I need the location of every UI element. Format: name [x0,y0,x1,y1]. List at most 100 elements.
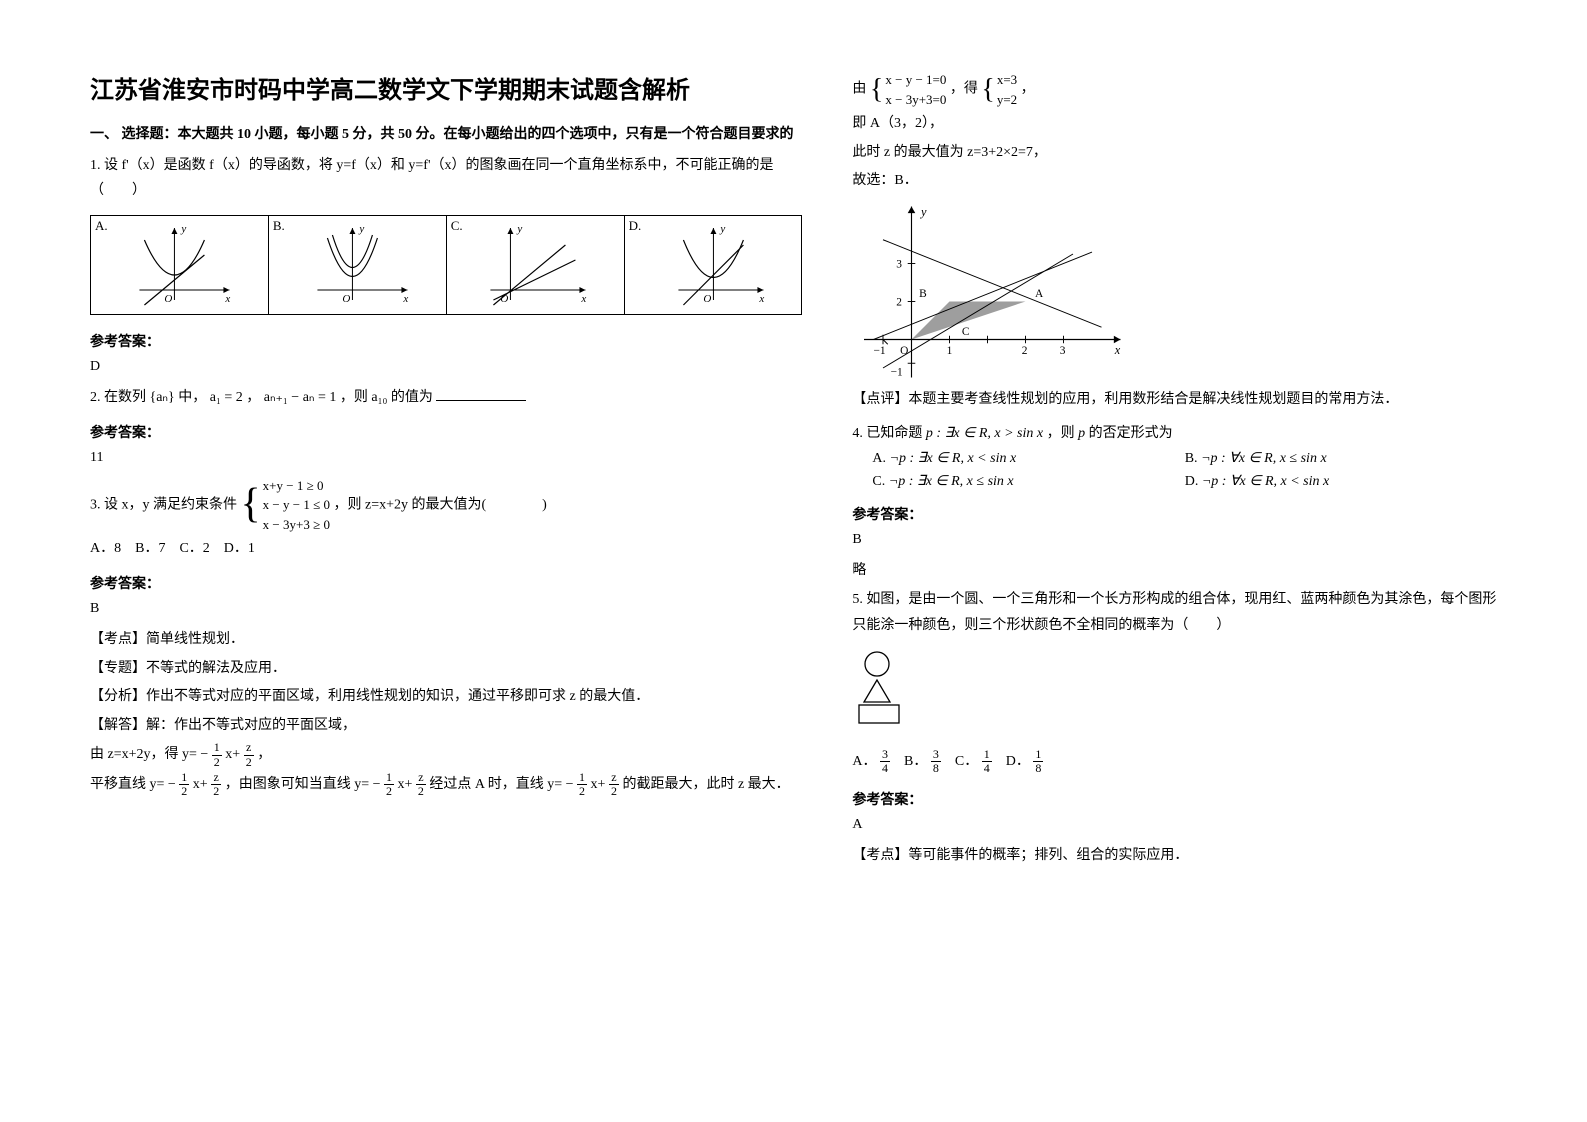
svg-text:y: y [719,223,725,235]
q4-c: ¬p : ∃x ∈ R, x ≤ sin x [889,474,1014,489]
q3-opts: A．8 B．7 C．2 D．1 [90,536,802,563]
svg-text:x: x [402,293,408,305]
q3-c3: x − 3y+3 ≥ 0 [263,515,330,535]
q1-graph-c: C. y x O [447,216,625,314]
q3-c1: x+y − 1 ≥ 0 [263,476,330,496]
q2-blank [436,387,526,401]
q2: 2. 在数列 {aₙ} 中， a₁ = 2 ， aₙ₊₁ − aₙ = 1 ，则… [90,385,802,412]
q3-line2: 平移直线 y= − 12 x+ z2 ，由图象可知当直线 y= − 12 x+ … [90,771,802,799]
q2-a1: a₁ = 2 [210,390,243,405]
svg-text:O: O [164,293,172,305]
q3-tag2: 【专题】不等式的解法及应用． [90,656,802,683]
brace-icon-3: { [981,77,994,102]
svg-text:A: A [1035,288,1044,300]
brace-icon-2: { [870,77,883,102]
q3r-eq: { x − y − 1=0 x − 3y+3=0 [870,70,946,109]
q1-graph-d: D. y x O [625,216,802,314]
q4-opts: A. ¬p : ∃x ∈ R, x < sin x B. ¬p : ∀x ∈ R… [852,450,1497,496]
q5-text: 5. 如图，是由一个圆、一个三角形和一个长方形构成的组合体，现用红、蓝两种颜色为… [852,587,1497,640]
q5-la: A． [852,754,876,769]
q3r-sys: 由 { x − y − 1=0 x − 3y+3=0 ，得 { x=3 y=2 … [852,70,1497,109]
svg-text:1: 1 [947,345,953,357]
frac-half-3: 12 [384,771,394,798]
q1-svg-a: y x O [95,220,264,310]
q3r-e1: x − y − 1=0 [885,70,946,90]
frac-z2-1: z2 [244,741,254,768]
frac-z2-4: z2 [609,771,619,798]
svg-text:y: y [180,223,186,235]
left-column: 江苏省淮安市时码中学高二数学文下学期期末试题含解析 一、 选择题：本大题共 10… [90,70,802,1092]
q4-la: A. [872,451,886,466]
q5-frac-d: 18 [1033,748,1043,775]
page-title: 江苏省淮安市时码中学高二数学文下学期期末试题含解析 [90,70,802,105]
q4-answer-label: 参考答案： [852,504,1497,524]
svg-text:−1: −1 [874,345,886,357]
svg-text:y: y [516,223,522,235]
q4-b: ¬p : ∀x ∈ R, x ≤ sin x [1201,451,1327,466]
q3r-r3: 此时 z 的最大值为 z=3+2×2=7， [852,140,1497,167]
svg-text:x: x [580,293,586,305]
q1-label-c: C. [451,218,463,234]
q4-lb: B. [1185,451,1198,466]
q5-figure [852,650,912,730]
q5-frac-a: 34 [880,748,890,775]
q1-graph-a: A. y x O [91,216,269,314]
q2-suffix: 的值为 [391,390,433,405]
q4-lc: C. [872,474,885,489]
q3r-s1: x=3 [997,70,1017,90]
section-1-heading: 一、 选择题：本大题共 10 小题，每小题 5 分，共 50 分。在每小题给出的… [90,123,802,143]
q5-ld: D． [1006,754,1030,769]
q3r-s2: y=2 [997,90,1017,110]
q3r-sol: { x=3 y=2 [981,70,1017,109]
q3r-r4: 故选：B． [852,168,1497,195]
svg-text:−1: −1 [891,366,903,378]
q3-constraints: { x+y − 1 ≥ 0 x − y − 1 ≤ 0 x − 3y+3 ≥ 0 [241,476,330,535]
q1-answer: D [90,359,802,375]
q1-graph-b: B. y x O [269,216,447,314]
svg-text:O: O [342,293,350,305]
q3-prefix: 3. 设 x，y 满足约束条件 [90,497,237,512]
q4-pp: p [1078,426,1085,441]
q1-label-d: D. [629,218,642,234]
q3r-e2: x − 3y+3=0 [885,90,946,110]
q4-p: p : ∃x ∈ R, x > sin x [926,426,1043,441]
q3-l2a: 平移直线 y= − [90,777,176,792]
frac-z2-2: z2 [211,771,221,798]
q3r-pre: 由 [852,82,866,97]
q1-svg-c: y x O [451,220,620,310]
q5-frac-b: 38 [931,748,941,775]
feasible-region-graph: y x O A B C 3 2 −1 1 2 3 −1 [852,197,1142,387]
svg-text:2: 2 [1022,345,1028,357]
q1-answer-label: 参考答案： [90,331,802,351]
q2-answer: 11 [90,450,802,466]
q5-opts: A． 34 B． 38 C． 14 D． 18 [852,748,1497,775]
q4-a: ¬p : ∃x ∈ R, x < sin x [890,451,1017,466]
q3-l2c: 经过点 A 时，直线 y= − [429,777,573,792]
q2-comma1: ， [246,390,260,405]
q3-comma: ， [257,747,271,762]
q2-mid1: 中， [178,390,206,405]
q1-svg-d: y x O [629,220,798,310]
frac-half-1: 12 [212,741,222,768]
q1-label-a: A. [95,218,108,234]
q1-svg-b: y x O [273,220,442,310]
q5-lb: B． [904,754,927,769]
q3-answer: B [90,601,802,617]
svg-text:x: x [1114,343,1121,357]
q3r-comment: 【点评】本题主要考查线性规划的应用，利用数形结合是解决线性规划题目的常用方法． [852,387,1497,414]
q4: 4. 已知命题 p : ∃x ∈ R, x > sin x ，则 p 的否定形式… [852,421,1497,448]
q2-prefix: 2. 在数列 [90,390,146,405]
q2-mid2: ，则 [340,390,368,405]
q3: 3. 设 x，y 满足约束条件 { x+y − 1 ≥ 0 x − y − 1 … [90,476,802,535]
q3-tag1: 【考点】简单线性规划． [90,627,802,654]
q3-c2: x − y − 1 ≤ 0 [263,495,330,515]
q2-rec: aₙ₊₁ − aₙ = 1 [264,390,337,405]
svg-text:B: B [920,288,928,300]
svg-text:x: x [224,293,230,305]
q4-extra: 略 [852,558,1497,585]
q3-suffix: ，则 z=x+2y 的最大值为( ) [333,497,546,512]
svg-text:C: C [962,326,970,338]
q4-ld: D. [1185,474,1199,489]
q4-d: ¬p : ∀x ∈ R, x < sin x [1202,474,1329,489]
q3r-comma: ， [1021,82,1035,97]
